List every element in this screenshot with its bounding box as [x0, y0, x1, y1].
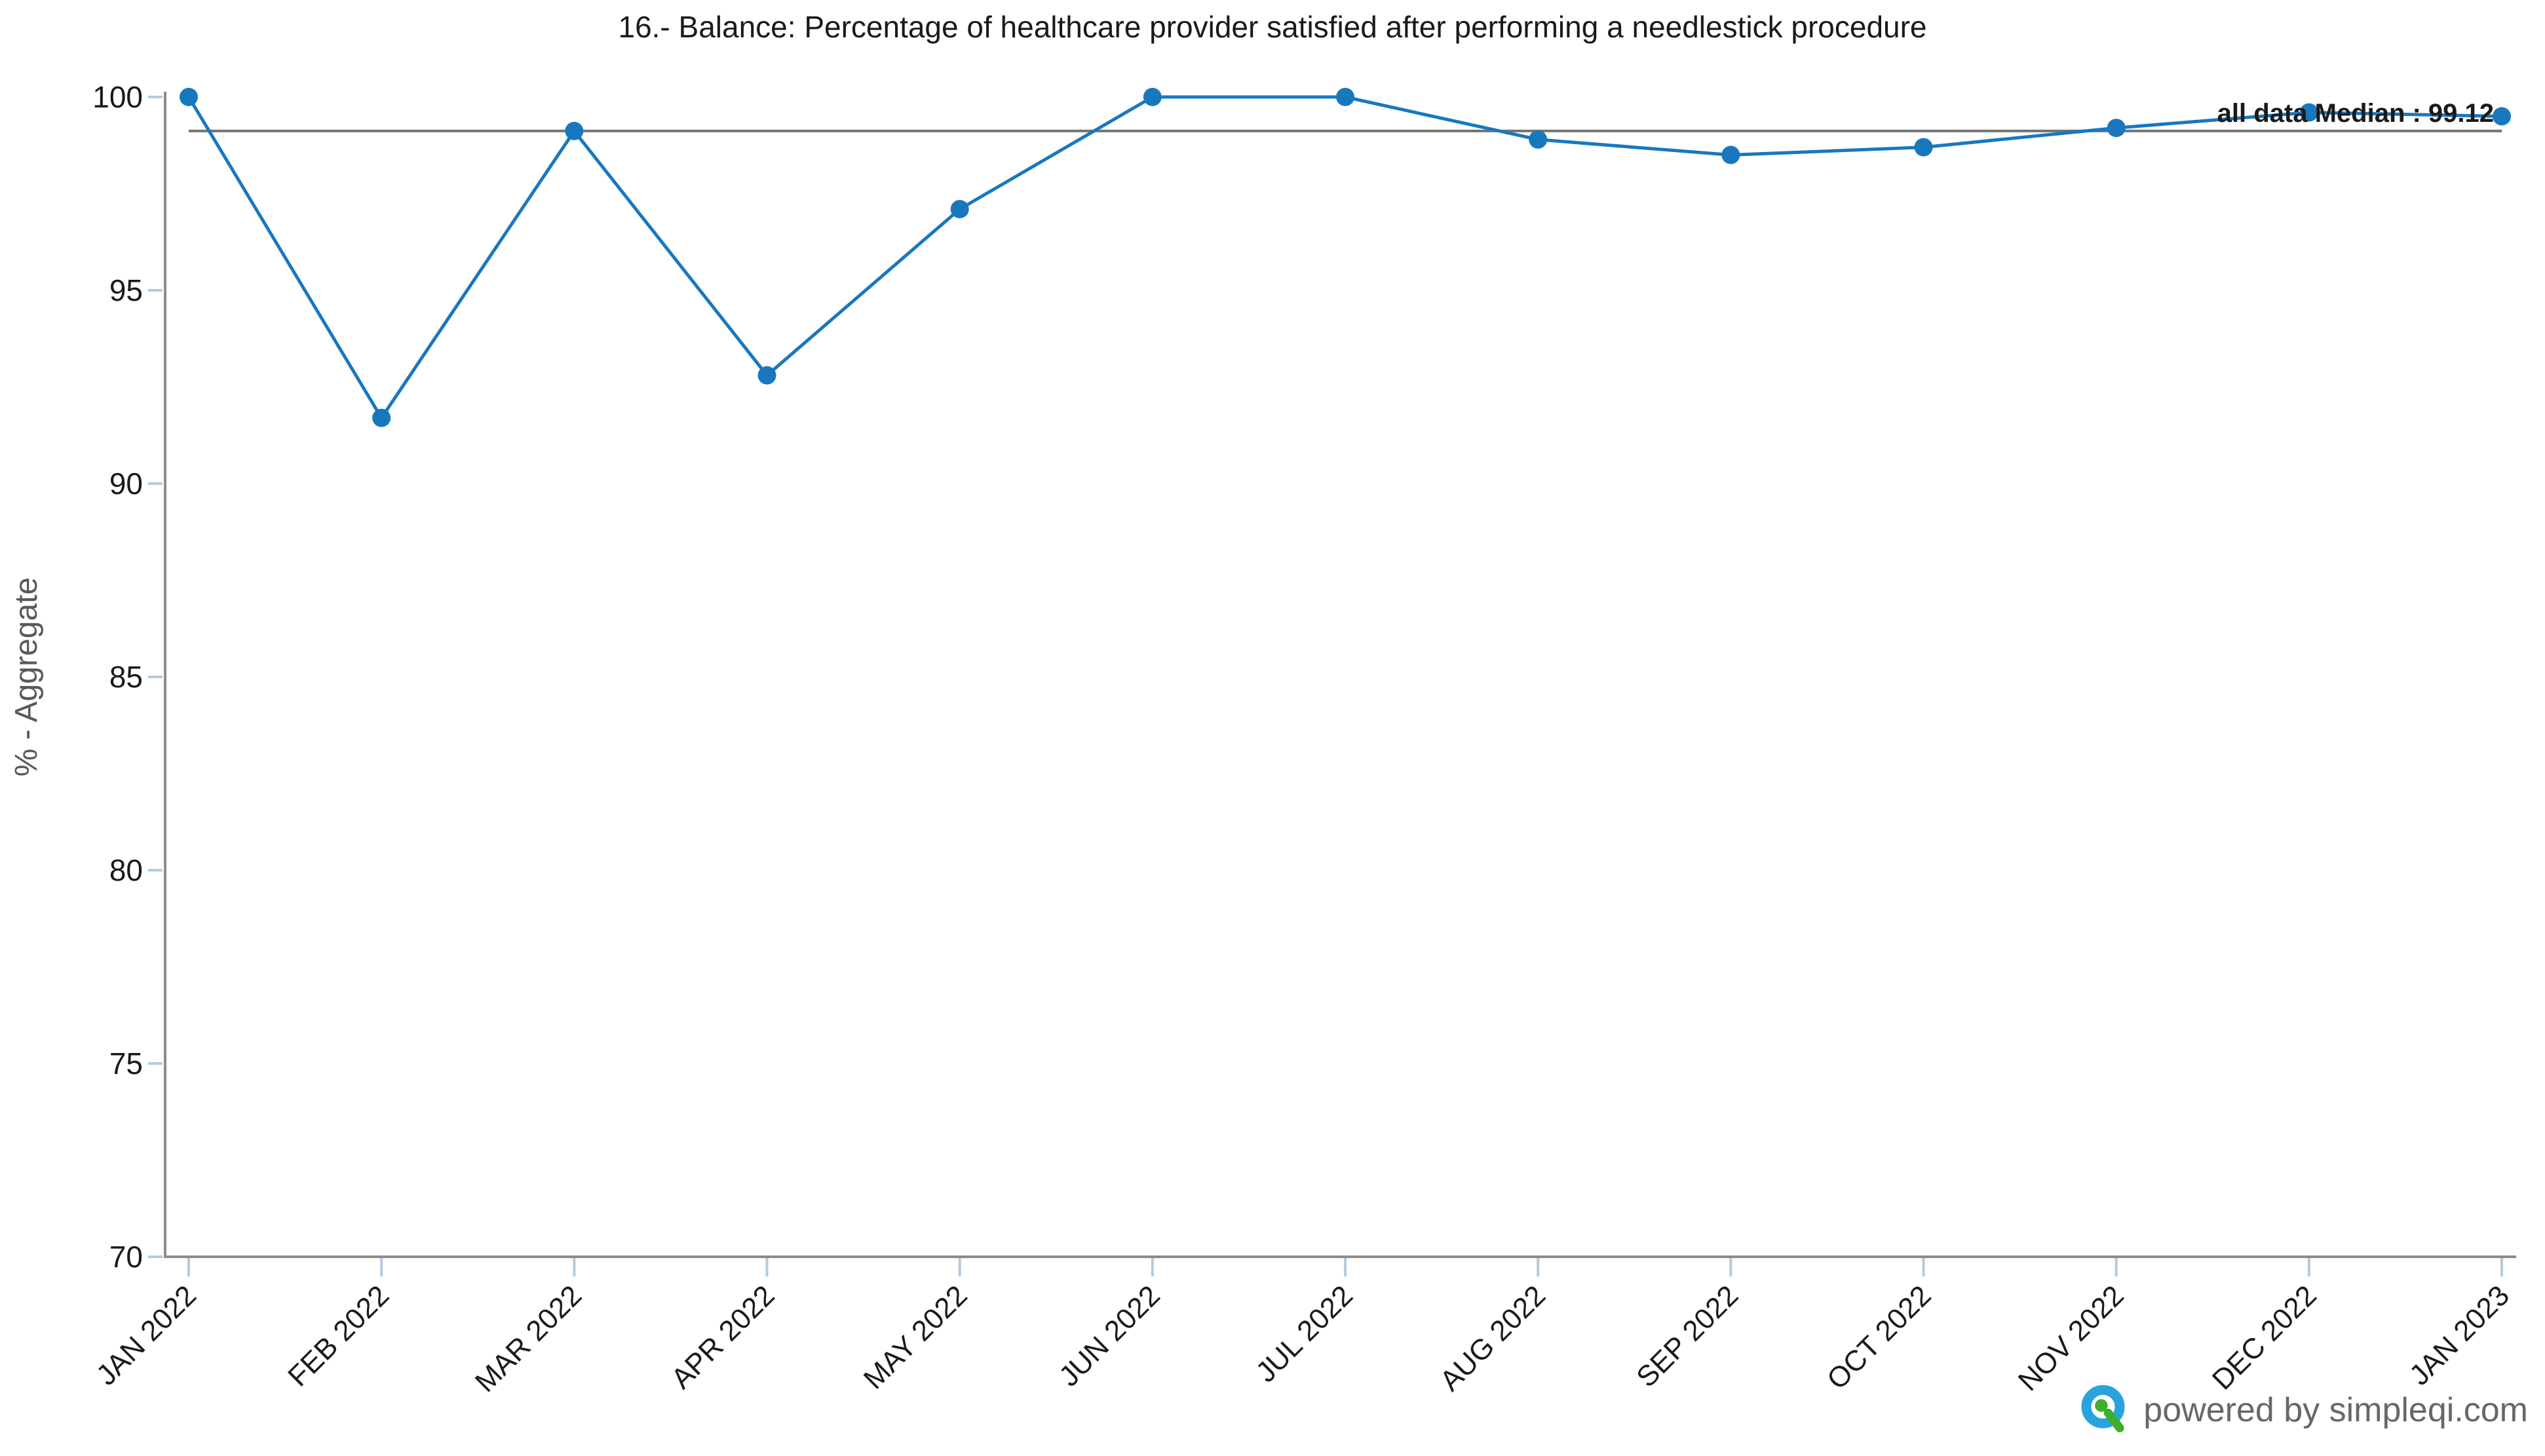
logo-tail	[2104, 1408, 2124, 1432]
data-point	[1914, 138, 1933, 157]
x-tick-label: FEB 2022	[282, 1279, 395, 1392]
y-tick-label: 75	[109, 1046, 143, 1081]
y-tick-label: 85	[109, 660, 143, 694]
data-point	[1336, 88, 1355, 106]
x-tick-label: OCT 2022	[1821, 1279, 1938, 1396]
y-tick-label: 100	[92, 80, 143, 114]
powered-by-text: powered by simpleqi.com	[2143, 1391, 2528, 1429]
data-point	[180, 88, 198, 106]
x-tick-label: JAN 2023	[2403, 1279, 2516, 1391]
x-tick-label: APR 2022	[665, 1279, 780, 1394]
x-tick-label: MAR 2022	[469, 1279, 588, 1398]
data-point	[2493, 107, 2512, 126]
x-tick-label: JUN 2022	[1053, 1279, 1166, 1392]
x-tick-label: DEC 2022	[2206, 1279, 2323, 1396]
powered-by-footer: powered by simpleqi.com	[2076, 1381, 2528, 1439]
logo-dot	[2095, 1399, 2108, 1412]
y-tick-label: 90	[109, 467, 143, 501]
x-tick-label: JUL 2022	[1250, 1279, 1359, 1389]
y-axis-title: % - Aggregate	[9, 577, 44, 776]
data-point	[950, 200, 969, 219]
data-point	[565, 121, 584, 140]
simpleqi-logo-icon	[2081, 1385, 2125, 1432]
data-point	[2299, 103, 2318, 122]
x-tick-label: MAY 2022	[858, 1279, 974, 1395]
data-point	[372, 408, 391, 427]
chart-title: 16.- Balance: Percentage of healthcare p…	[618, 10, 1927, 44]
median-annotation-label: all data Median : 99.12	[2217, 99, 2494, 128]
data-line	[187, 95, 2502, 420]
y-tick-label: 70	[109, 1240, 143, 1274]
y-tick-label: 95	[109, 273, 143, 307]
x-tick-label: SEP 2022	[1630, 1279, 1744, 1393]
data-point	[1721, 145, 1740, 164]
x-tick-label: AUG 2022	[1434, 1279, 1552, 1397]
data-point	[1529, 130, 1548, 149]
data-point	[2107, 119, 2126, 138]
data-point	[1143, 88, 1162, 106]
y-tick-label: 80	[109, 853, 143, 887]
x-tick-label: JAN 2022	[90, 1279, 202, 1391]
logo-ring	[2081, 1385, 2125, 1428]
x-tick-label: NOV 2022	[2012, 1279, 2130, 1397]
data-point	[757, 366, 776, 385]
